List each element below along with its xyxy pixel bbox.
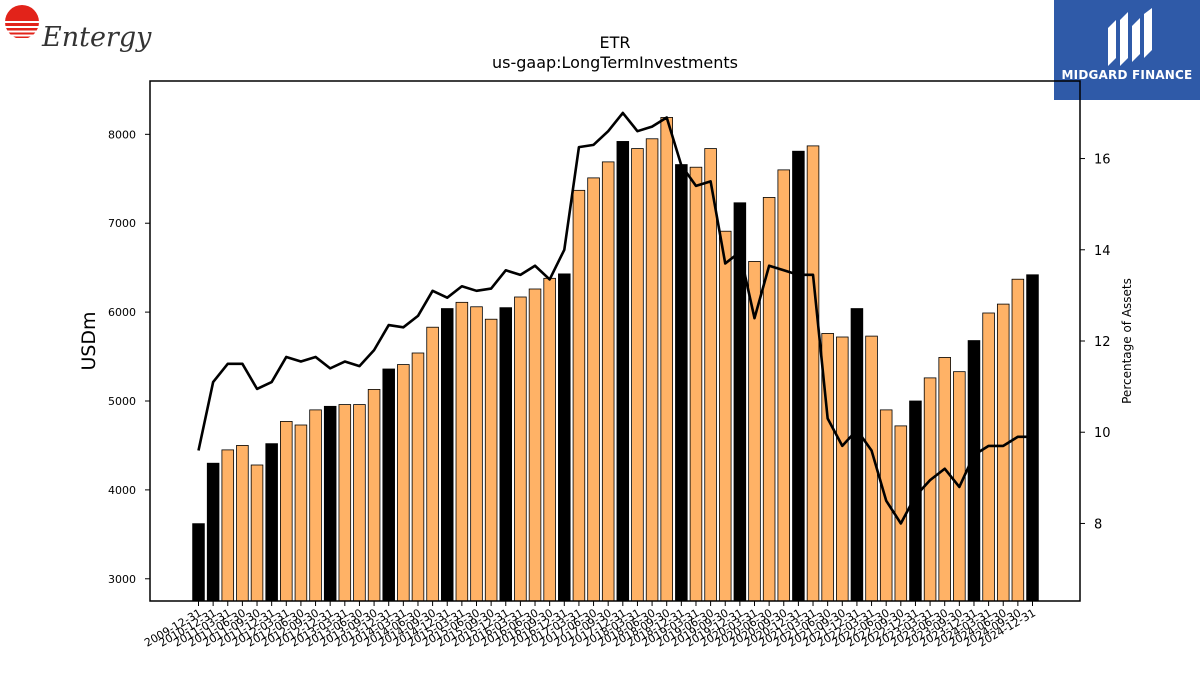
bar-2013-06-30 bbox=[353, 404, 366, 602]
y2-tick-label: 10 bbox=[1094, 426, 1111, 441]
y-axis: 3000 4000 5000 6000 7000 8000 bbox=[108, 128, 150, 586]
entergy-sun-icon bbox=[5, 5, 39, 38]
bar-2015-03-31 bbox=[455, 301, 469, 602]
bar-2021-03-31 bbox=[806, 145, 820, 602]
y-axis-label: USDm bbox=[78, 311, 100, 370]
bar-2011-03-31 bbox=[221, 449, 235, 602]
bar-2017-06-30 bbox=[587, 177, 600, 602]
y-tick-label: 7000 bbox=[108, 217, 136, 230]
bar-2013-09-30 bbox=[367, 389, 381, 602]
bar-2014-09-30 bbox=[426, 326, 439, 602]
bar-2019-03-31 bbox=[689, 166, 703, 602]
y-tick-label: 3000 bbox=[108, 573, 136, 586]
bar-2017-12-31 bbox=[616, 141, 630, 602]
bar-2016-03-31 bbox=[514, 296, 527, 602]
bar-2023-03-31 bbox=[923, 377, 937, 602]
bar-2009-12-31 bbox=[192, 523, 205, 602]
bar-2023-06-30 bbox=[938, 357, 951, 602]
bar-2012-06-30 bbox=[294, 424, 308, 602]
bar-2015-12-31 bbox=[499, 307, 513, 602]
bar-2011-06-30 bbox=[236, 445, 249, 602]
bar-2023-12-31 bbox=[967, 340, 981, 602]
bar-2016-12-31 bbox=[558, 273, 571, 602]
y-tick-label: 5000 bbox=[108, 395, 136, 408]
chart-subtitle: us-gaap:LongTermInvestments bbox=[492, 53, 738, 72]
y2-tick-label: 14 bbox=[1094, 244, 1111, 259]
bar-2024-06-30 bbox=[996, 303, 1010, 602]
bar-2021-09-30 bbox=[836, 336, 849, 602]
bar-2020-06-30 bbox=[762, 197, 776, 602]
y-tick-label: 6000 bbox=[108, 306, 136, 319]
bar-2014-03-31 bbox=[397, 364, 410, 602]
bar-2018-09-30 bbox=[660, 117, 673, 602]
bar-2017-03-31 bbox=[572, 189, 586, 602]
line-layer bbox=[197, 111, 1033, 525]
y-tick-label: 8000 bbox=[108, 128, 136, 141]
bar-2015-06-30 bbox=[470, 306, 483, 602]
midgard-finance-logo: MIDGARD FINANCE bbox=[1054, 0, 1200, 100]
bar-2013-03-31 bbox=[338, 404, 352, 602]
bar-2019-09-30 bbox=[718, 230, 732, 602]
y-tick-label: 4000 bbox=[108, 484, 136, 497]
percentage-of-assets-line bbox=[197, 111, 1033, 525]
y2-axis-label: Percentage of Assets bbox=[1120, 278, 1134, 404]
bar-2014-06-30 bbox=[411, 352, 425, 602]
bar-2012-12-31 bbox=[323, 405, 337, 602]
bar-2016-06-30 bbox=[528, 288, 542, 602]
bars-layer bbox=[192, 117, 1039, 602]
bar-2024-03-31 bbox=[982, 312, 995, 602]
x-axis: 2009-12-312010-12-312011-03-312011-06-30… bbox=[142, 601, 1038, 650]
y2-tick-label: 12 bbox=[1094, 335, 1111, 350]
bar-2020-12-31 bbox=[792, 150, 805, 602]
bar-2018-12-31 bbox=[675, 164, 688, 602]
bar-2016-09-30 bbox=[543, 277, 556, 602]
bar-2012-03-31 bbox=[280, 421, 293, 602]
chart-title: ETR bbox=[600, 33, 631, 52]
bar-2014-12-31 bbox=[440, 308, 454, 602]
y2-tick-label: 16 bbox=[1094, 153, 1111, 168]
midgard-emblem-icon bbox=[1108, 8, 1152, 66]
entergy-logo: Entergy bbox=[4, 4, 151, 60]
bar-2013-12-31 bbox=[382, 368, 395, 602]
bar-2015-09-30 bbox=[484, 318, 498, 602]
bar-2021-12-31 bbox=[850, 308, 864, 602]
bar-2012-09-30 bbox=[309, 409, 322, 602]
bar-2011-12-31 bbox=[265, 443, 278, 602]
bar-2019-06-30 bbox=[704, 148, 717, 602]
bar-2022-12-31 bbox=[909, 400, 922, 602]
midgard-logo-text: MIDGARD FINANCE bbox=[1061, 68, 1193, 82]
bar-2020-09-30 bbox=[777, 169, 791, 602]
bar-2017-09-30 bbox=[601, 161, 615, 602]
entergy-logo-text: Entergy bbox=[42, 22, 152, 53]
bar-2010-12-31 bbox=[206, 462, 220, 602]
bar-2011-09-30 bbox=[250, 464, 264, 602]
y2-tick-label: 8 bbox=[1094, 517, 1102, 532]
bar-2018-06-30 bbox=[645, 138, 659, 602]
bar-2018-03-31 bbox=[631, 148, 644, 602]
bar-2019-12-31 bbox=[733, 202, 747, 602]
y2-axis: 8 10 12 14 16 bbox=[1080, 153, 1111, 532]
